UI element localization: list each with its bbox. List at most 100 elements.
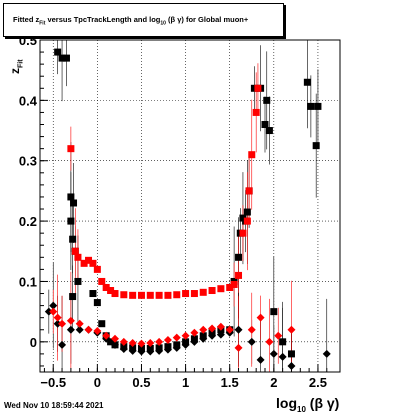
plot-frame <box>39 39 341 373</box>
data-point-square <box>252 108 260 116</box>
data-point-square <box>69 293 77 301</box>
data-point-diamond <box>75 319 84 328</box>
data-point-diamond <box>111 334 119 343</box>
data-point-square <box>80 259 88 267</box>
data-point-square <box>58 54 66 62</box>
y-tick-label: 0.2 <box>19 214 37 229</box>
data-point-square <box>182 290 190 298</box>
data-point-square <box>248 151 256 159</box>
data-point-diamond <box>119 337 128 346</box>
x-axis-label: log10 (β γ) <box>276 395 340 414</box>
data-point-square <box>245 187 253 195</box>
data-point-square <box>217 285 225 293</box>
data-point-square <box>54 48 62 56</box>
data-point-square <box>98 320 106 328</box>
data-point-square <box>107 338 115 346</box>
data-point-diamond <box>190 337 199 346</box>
data-point-diamond <box>111 340 119 349</box>
data-point-diamond <box>146 347 155 356</box>
x-tick-label: 1.5 <box>221 375 239 390</box>
data-point-square <box>312 142 320 150</box>
data-point-diamond <box>287 361 296 370</box>
data-point-square <box>270 308 278 316</box>
data-point-square <box>226 283 234 291</box>
data-point-diamond <box>208 324 217 333</box>
x-tick-label: 0.5 <box>132 375 150 390</box>
data-point-diamond <box>234 343 243 352</box>
data-point-diamond <box>58 340 67 349</box>
data-point-diamond <box>247 337 256 346</box>
x-tick-label: 0 <box>94 375 101 390</box>
data-point-square <box>111 290 119 298</box>
data-point-diamond <box>155 346 164 355</box>
data-point-diamond <box>146 339 155 348</box>
data-point-diamond <box>199 334 208 343</box>
x-tick-label: 2 <box>270 375 277 390</box>
data-point-diamond <box>190 328 199 337</box>
chart-title: Fitted zFit versus TpcTrackLength and lo… <box>13 15 248 27</box>
data-point-square <box>67 217 75 225</box>
y-tick-label: 0.5 <box>19 33 37 48</box>
title-prefix: Fitted z <box>13 15 40 24</box>
data-point-square <box>67 145 75 153</box>
data-point-square <box>250 84 258 92</box>
data-point-square <box>307 102 315 110</box>
data-point-diamond <box>199 325 208 334</box>
data-point-diamond <box>84 325 93 334</box>
data-point-square <box>69 235 77 243</box>
data-point-square <box>239 229 247 237</box>
title-suffix: (β γ) for Global muon+ <box>165 15 249 24</box>
y-axis-label: zFit <box>8 59 25 74</box>
data-point-square <box>303 78 311 86</box>
data-point-diamond <box>58 319 67 328</box>
data-point-square <box>190 290 198 298</box>
data-point-diamond <box>75 325 84 334</box>
data-point-diamond <box>93 326 102 335</box>
title-middle: versus TpcTrackLength and log <box>45 15 161 24</box>
data-point-diamond <box>53 313 62 322</box>
data-point-square <box>199 288 207 296</box>
y-tick-label: 0.4 <box>19 93 38 108</box>
data-point-square <box>243 217 251 225</box>
data-point-diamond <box>287 325 296 334</box>
data-point-diamond <box>49 301 58 310</box>
data-point-square <box>254 84 262 92</box>
data-point-diamond <box>172 343 181 352</box>
data-point-square <box>230 280 238 288</box>
data-point-diamond <box>163 345 172 354</box>
data-point-diamond <box>66 325 75 334</box>
data-point-square <box>279 338 287 346</box>
data-point-diamond <box>49 307 58 316</box>
data-point-square <box>261 121 269 129</box>
data-point-square <box>71 247 79 255</box>
data-point-diamond <box>225 325 234 334</box>
data-point-square <box>129 291 137 299</box>
data-point-diamond <box>322 349 331 358</box>
data-point-square <box>67 193 75 201</box>
data-point-square <box>265 127 273 135</box>
y-tick-label: 0 <box>30 335 37 350</box>
data-point-diamond <box>181 331 190 340</box>
data-point-diamond <box>216 330 225 339</box>
data-point-square <box>74 277 82 285</box>
footer-timestamp: Wed Nov 10 18:59:44 2021 <box>4 401 104 410</box>
data-point-diamond <box>269 349 278 358</box>
x-tick-label: −0.5 <box>40 375 66 390</box>
title-sub2: 10 <box>160 20 166 27</box>
data-point-diamond <box>163 336 172 345</box>
data-point-square <box>62 54 70 62</box>
data-point-square <box>164 291 172 299</box>
data-point-diamond <box>208 331 217 340</box>
data-point-diamond <box>128 346 137 355</box>
title-sub: Fit <box>39 20 46 27</box>
data-point-diamond <box>265 337 274 346</box>
data-point-square <box>98 277 106 285</box>
data-point-square <box>314 102 322 110</box>
data-point-diamond <box>44 307 53 316</box>
data-point-diamond <box>137 347 146 356</box>
data-point-square <box>243 208 251 216</box>
data-point-diamond <box>274 331 283 340</box>
data-point-diamond <box>155 337 164 346</box>
data-point-square <box>263 96 271 104</box>
